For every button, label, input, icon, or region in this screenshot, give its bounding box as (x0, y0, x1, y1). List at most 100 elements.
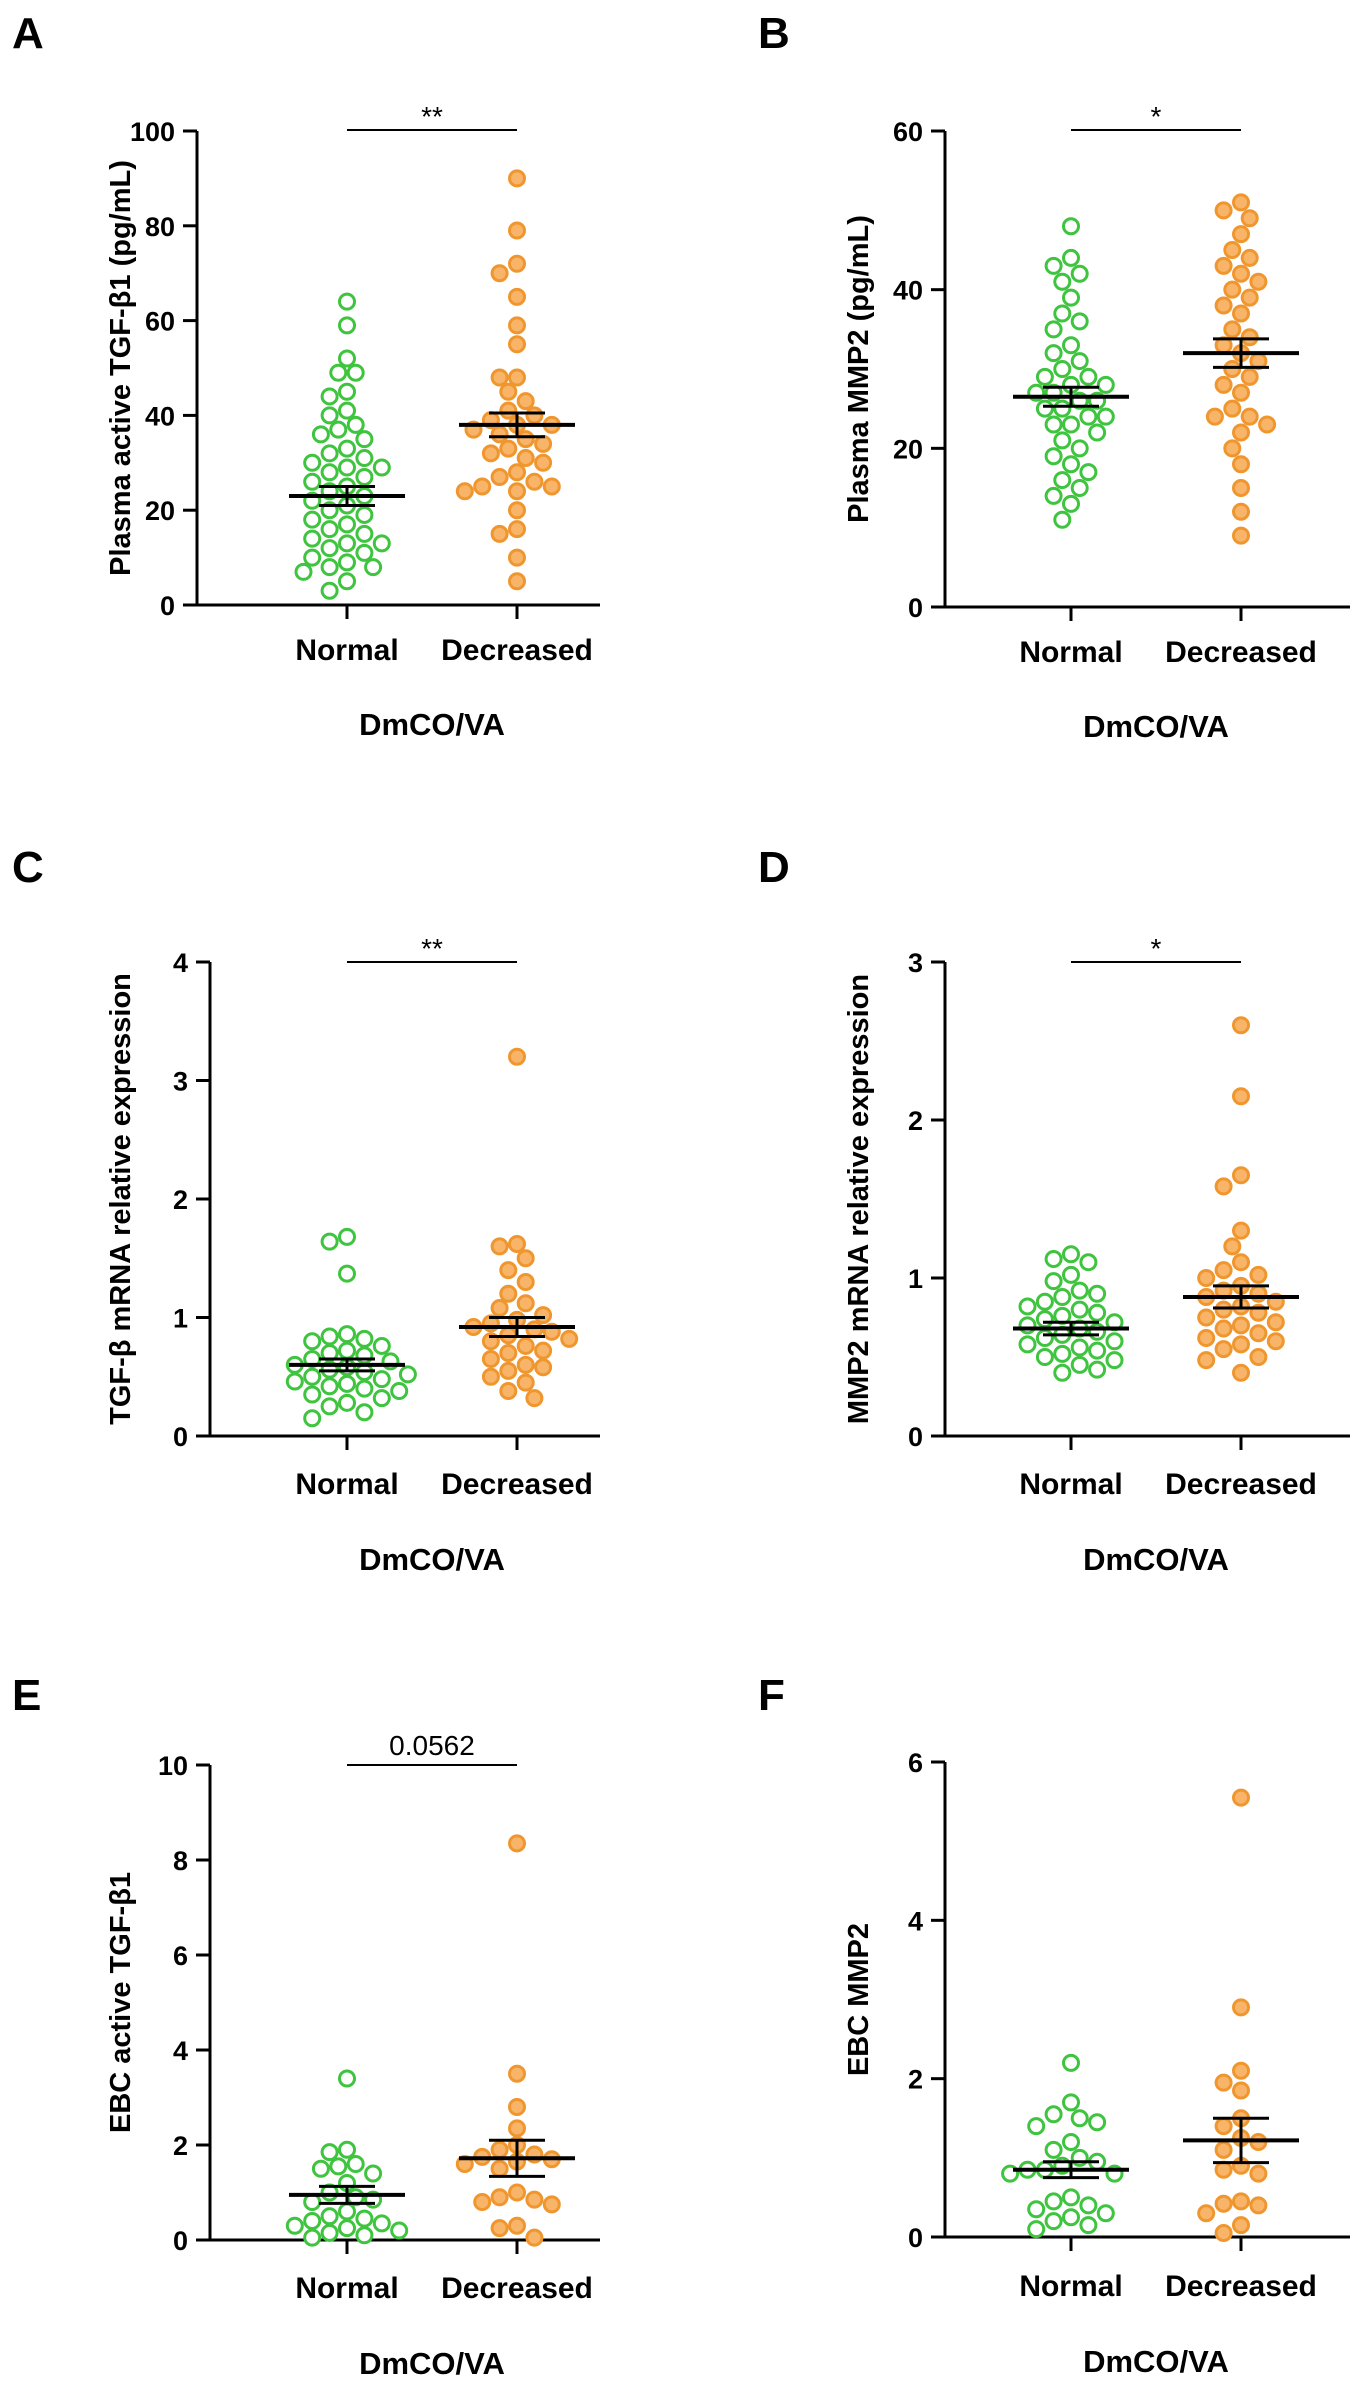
data-point-decreased (508, 572, 526, 591)
x-axis-label: DmCO/VA (1083, 1542, 1229, 1577)
data-point-normal (1053, 304, 1072, 323)
data-point-normal (303, 529, 322, 548)
data-point-decreased (1232, 1016, 1250, 1035)
data-point-normal (1088, 2113, 1107, 2132)
data-point-decreased (1232, 1335, 1250, 1354)
x-category-label: Decreased (441, 634, 593, 667)
data-point-normal (1053, 399, 1072, 418)
data-point-normal (1105, 1332, 1124, 1351)
data-point-normal (1088, 423, 1107, 442)
x-category-label: Normal (1019, 636, 1122, 669)
y-tick-label: 40 (893, 276, 923, 306)
data-point-decreased (542, 2195, 561, 2214)
y-tick-label: 20 (893, 434, 923, 464)
data-point-normal (338, 401, 356, 420)
significance-label: * (1151, 933, 1162, 964)
data-point-decreased (525, 1389, 544, 1408)
x-category-label: Normal (295, 634, 398, 667)
data-point-normal (320, 2223, 339, 2242)
y-tick-label: 100 (130, 117, 175, 147)
data-point-normal (1044, 344, 1063, 363)
data-point-normal (294, 562, 313, 581)
data-point-normal (1044, 320, 1063, 339)
data-point-decreased (525, 472, 544, 491)
data-point-normal (1053, 471, 1072, 490)
data-point-decreased (1197, 1351, 1216, 1370)
data-point-normal (1070, 312, 1089, 331)
data-point-normal (355, 468, 374, 487)
data-point-normal (320, 1232, 339, 1251)
data-point-normal (372, 1370, 391, 1389)
data-point-decreased (1232, 2216, 1250, 2235)
data-point-decreased (560, 1329, 579, 1348)
data-point-decreased (1232, 383, 1250, 402)
data-point-normal (303, 510, 322, 529)
data-point-decreased (542, 477, 561, 496)
data-point-decreased (508, 316, 526, 335)
data-point-normal (1070, 439, 1089, 458)
data-point-normal (1035, 1310, 1054, 1329)
data-point-decreased (490, 2188, 509, 2207)
y-tick-label: 2 (908, 2065, 923, 2095)
data-point-normal (1053, 1363, 1072, 1382)
data-point-normal (329, 420, 348, 439)
x-axis-label: DmCO/VA (1083, 2344, 1229, 2379)
data-point-decreased (1214, 201, 1233, 220)
data-point-decreased (1232, 2192, 1250, 2211)
data-point-normal (1088, 1322, 1107, 1341)
data-point-normal (355, 430, 374, 449)
data-point-normal (303, 1332, 322, 1351)
data-point-normal (320, 539, 339, 558)
y-tick-label: 2 (173, 1185, 188, 1215)
data-point-decreased (1232, 193, 1250, 212)
data-point-normal (320, 1327, 339, 1346)
data-point-normal (355, 2226, 374, 2245)
data-point-decreased (1232, 264, 1250, 283)
data-point-decreased (508, 501, 526, 520)
data-point-decreased (490, 2159, 509, 2178)
data-point-decreased (1249, 1348, 1268, 1366)
data-point-normal (338, 2202, 356, 2221)
data-point-decreased (1232, 1166, 1250, 1185)
data-point-decreased (1249, 1265, 1268, 1284)
data-point-normal (338, 1325, 356, 1344)
data-point-normal (1096, 2204, 1115, 2223)
data-point-normal (338, 382, 356, 401)
x-axis-label: DmCO/VA (1083, 709, 1229, 744)
data-point-decreased (508, 520, 526, 539)
data-point-normal (1070, 1300, 1089, 1319)
data-point-normal (1105, 1351, 1124, 1370)
data-point-decreased (1232, 1253, 1250, 1272)
data-point-decreased (525, 1320, 544, 1339)
data-point-normal (346, 415, 365, 434)
data-point-decreased (1240, 288, 1259, 307)
series-normal (289, 292, 405, 600)
data-point-normal (1079, 407, 1098, 426)
data-point-decreased (1223, 439, 1242, 458)
data-point-decreased (1232, 225, 1250, 244)
y-tick-label: 4 (908, 1906, 923, 1936)
data-point-decreased (1232, 423, 1250, 442)
data-point-decreased (508, 2098, 526, 2116)
data-point-normal (355, 449, 374, 468)
data-point-decreased (1223, 320, 1242, 339)
data-point-normal (1044, 2212, 1063, 2231)
data-point-decreased (508, 254, 526, 273)
y-tick-label: 60 (145, 307, 175, 337)
data-point-decreased (516, 449, 535, 468)
panel-c: C 0 1 2 3 4 Normal Decreased DmCO/VA TGF-β mRNA r… (12, 843, 600, 1577)
data-point-decreased (490, 2219, 509, 2238)
data-point-decreased (1249, 2196, 1268, 2215)
data-point-decreased (1249, 2164, 1268, 2183)
data-point-decreased (508, 1235, 526, 1254)
data-point-normal (1088, 1303, 1107, 1322)
data-point-normal (1053, 1344, 1072, 1363)
data-point-normal (372, 534, 391, 553)
data-point-decreased (516, 1294, 535, 1313)
data-point-decreased (534, 1358, 553, 1377)
data-point-decreased (1214, 256, 1233, 275)
data-point-normal (338, 316, 356, 335)
data-point-normal (311, 2159, 330, 2178)
data-point-normal (1053, 431, 1072, 450)
data-point-normal (1070, 479, 1089, 497)
